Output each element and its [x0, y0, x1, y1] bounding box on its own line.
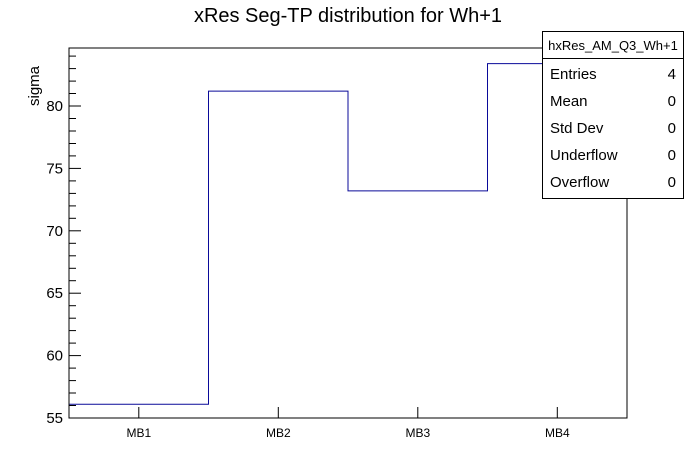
x-tick-label: MB1	[126, 426, 151, 440]
stat-value: 4	[667, 66, 676, 83]
stat-label: Entries	[550, 66, 597, 83]
x-tick-label: MB3	[405, 426, 430, 440]
stat-value: 0	[667, 174, 676, 191]
stat-row: Entries 4	[550, 66, 676, 83]
stat-row: Mean 0	[550, 93, 676, 110]
stat-label: Std Dev	[550, 120, 604, 137]
stat-label: Mean	[550, 93, 588, 110]
stat-value: 0	[667, 120, 676, 137]
stats-box: hxRes_AM_Q3_Wh+1 Entries 4 Mean 0 Std Dev 0 Un…	[542, 31, 684, 199]
stat-label: Overflow	[550, 174, 610, 191]
stat-label: Underflow	[550, 147, 618, 164]
stats-box-title: hxRes_AM_Q3_Wh+1	[543, 32, 683, 59]
y-tick-label: 80	[46, 98, 63, 115]
x-tick-label: MB2	[266, 426, 291, 440]
plot-frame	[68, 47, 628, 419]
y-tick-label: 60	[46, 348, 63, 365]
x-tick-label: MB4	[545, 426, 570, 440]
stat-value: 0	[667, 93, 676, 110]
y-tick-label: 55	[46, 410, 63, 427]
y-tick-label: 75	[46, 160, 63, 177]
stats-rows: Entries 4 Mean 0 Std Dev 0 Underflow 0 Overflow 0	[543, 59, 683, 198]
y-tick-label: 70	[46, 223, 63, 240]
stat-row: Overflow 0	[550, 174, 676, 191]
stat-row: Underflow 0	[550, 147, 676, 164]
y-tick-label: 65	[46, 285, 63, 302]
plot-title: xRes Seg-TP distribution for Wh+1	[193, 5, 503, 27]
stat-row: Std Dev 0	[550, 120, 676, 137]
stat-value: 0	[667, 147, 676, 164]
